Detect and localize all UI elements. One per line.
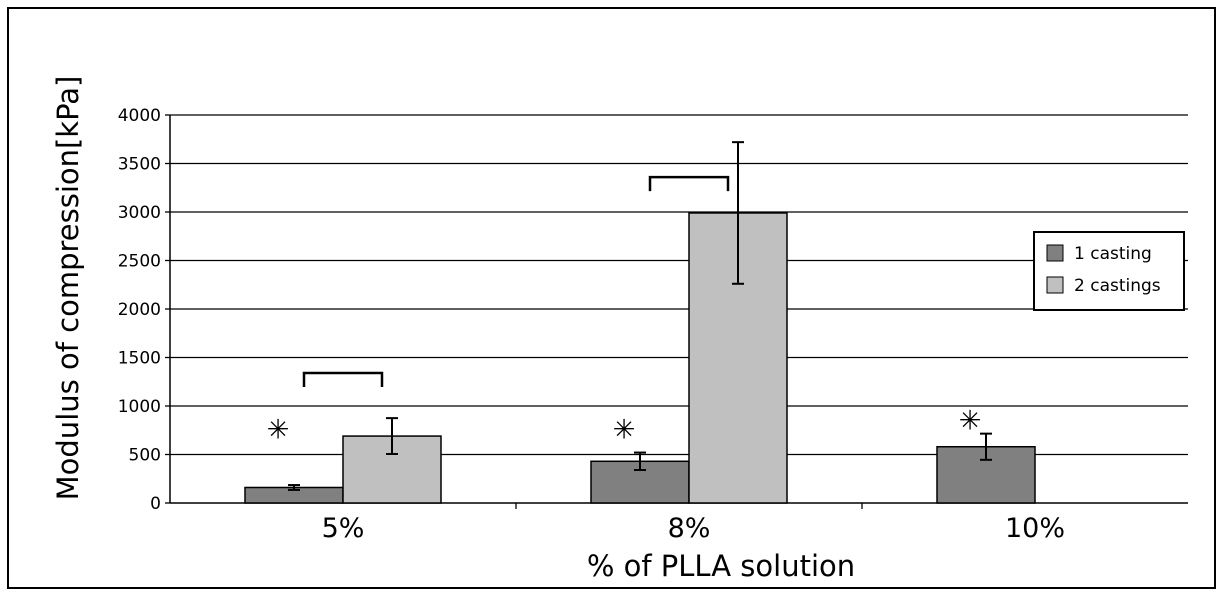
- y-axis: 0 500 1000 1500 2000 2500 3000 3500 4000: [118, 106, 171, 514]
- y-tick-label: 2000: [118, 300, 161, 320]
- legend-label-1-casting: 1 casting: [1074, 244, 1152, 264]
- comparison-bracket: [648, 175, 730, 192]
- legend-swatch-1-casting: [1046, 244, 1064, 262]
- y-tick-label: 3000: [118, 203, 161, 223]
- x-tick-label: 10%: [1005, 513, 1065, 544]
- error-bars: [288, 141, 992, 491]
- x-axis: 5% 8% 10%: [170, 502, 1188, 544]
- y-tick-label: 4000: [118, 106, 161, 126]
- legend-label-2-castings: 2 castings: [1074, 276, 1161, 296]
- significance-asterisk: ✳: [267, 414, 290, 445]
- y-tick-label: 2500: [118, 252, 161, 272]
- y-tick-label: 1000: [118, 397, 161, 417]
- y-tick-label: 500: [129, 446, 161, 466]
- significance-asterisk: ✳: [613, 414, 636, 445]
- y-tick-label: 0: [150, 494, 161, 514]
- x-tick-label: 8%: [668, 513, 711, 544]
- chart-border: [7, 7, 1216, 589]
- x-tick-label: 5%: [322, 513, 365, 544]
- y-tick-label: 1500: [118, 349, 161, 369]
- x-axis-label: % of PLLA solution: [587, 549, 855, 583]
- legend-swatch-2-castings: [1046, 276, 1064, 294]
- comparison-bracket: [302, 371, 384, 388]
- y-axis-label: Modulus of compression[kPa]: [51, 76, 85, 501]
- y-tick-label: 3500: [118, 155, 161, 175]
- annotations: ✳ ✳ ✳: [267, 175, 982, 445]
- legend: 1 casting 2 castings: [1033, 231, 1185, 311]
- significance-asterisk: ✳: [959, 406, 982, 437]
